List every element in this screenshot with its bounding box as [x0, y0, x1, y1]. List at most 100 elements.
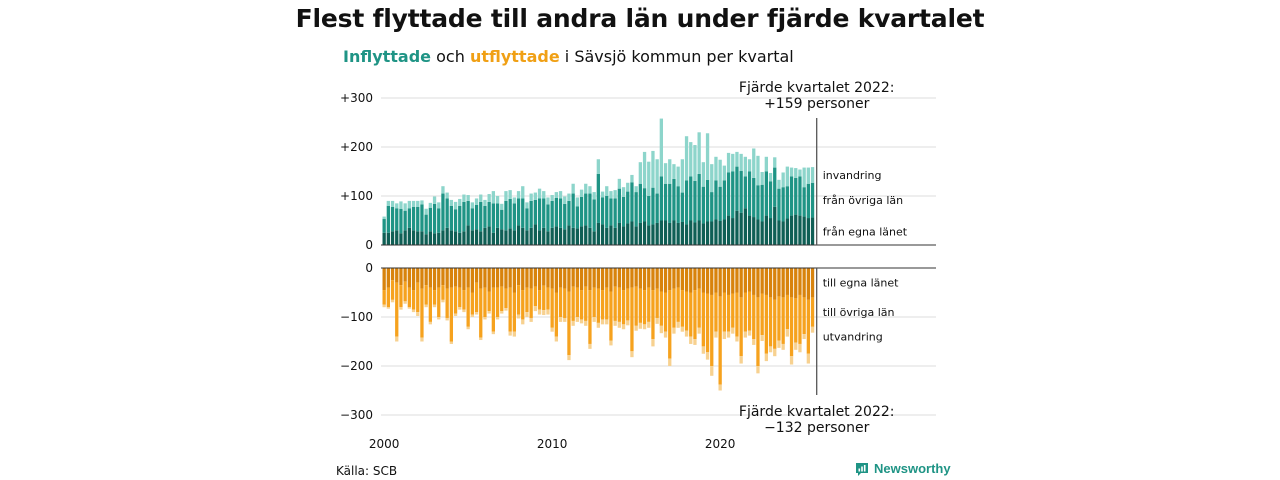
- inflow-bar-segment: [382, 232, 386, 245]
- outflow-bar-segment: [529, 288, 533, 318]
- outflow-bar-segment: [731, 327, 735, 334]
- outflow-bar-segment: [399, 285, 403, 308]
- inflow-bar-segment: [445, 192, 449, 199]
- outflow-bar-segment: [798, 294, 802, 344]
- inflow-bar-segment: [508, 190, 512, 199]
- inflow-bar-segment: [395, 203, 399, 209]
- inflow-bar-segment: [386, 200, 390, 206]
- outflow-bar-segment: [689, 268, 693, 293]
- inflow-bar-segment: [416, 231, 420, 245]
- inflow-bar-segment: [588, 193, 592, 228]
- outflow-bar-segment: [516, 285, 521, 315]
- outflow-bar-segment: [466, 326, 470, 330]
- inflow-bar-segment: [760, 184, 764, 222]
- outflow-bar-segment: [563, 268, 567, 289]
- outflow-bar-segment: [470, 268, 474, 293]
- inflow-bar-segment: [672, 164, 676, 179]
- outflow-bar-segment: [500, 268, 504, 287]
- inflow-bar-segment: [697, 220, 701, 245]
- inflow-bar-segment: [726, 215, 731, 245]
- inflow-bar-segment: [739, 212, 743, 245]
- outflow-bar-segment: [558, 287, 563, 317]
- inflow-bar-segment: [386, 205, 390, 233]
- inflow-bar-segment: [794, 177, 798, 215]
- inflow-bar-segment: [516, 198, 521, 226]
- outflow-bar-segment: [521, 290, 525, 320]
- inflow-bar-segment: [605, 227, 609, 245]
- inflow-bar-segment: [705, 133, 710, 180]
- outflow-bar-segment: [563, 317, 567, 322]
- inflow-bar-segment: [504, 191, 508, 201]
- inflow-bar-segment: [575, 228, 579, 245]
- outflow-bar-segment: [571, 268, 575, 287]
- outflow-bar-segment: [508, 268, 512, 288]
- outflow-bar-segment: [676, 321, 680, 328]
- inflow-bar-segment: [466, 225, 470, 245]
- outflow-bar-segment: [546, 287, 550, 310]
- outflow-bar-segment: [806, 268, 810, 300]
- outflow-bar-segment: [760, 268, 764, 294]
- inflow-bar-segment: [764, 215, 768, 245]
- outflow-bar-segment: [453, 313, 458, 317]
- y-tick-label-upper: 0: [365, 238, 373, 252]
- outflow-bar-segment: [416, 268, 420, 283]
- outflow-bar-segment: [558, 268, 563, 288]
- inflow-bar-segment: [512, 203, 516, 231]
- inflow-bar-segment: [500, 203, 504, 210]
- outflow-bar-segment: [424, 285, 428, 305]
- chart-subtitle: Inflyttade och utflyttade i Sävsjö kommu…: [343, 47, 794, 66]
- inflow-bar-segment: [516, 225, 521, 245]
- inflow-bar-segment: [453, 201, 458, 210]
- outflow-bar-segment: [739, 356, 743, 364]
- outflow-bar-segment: [697, 268, 701, 289]
- outflow-bar-segment: [521, 319, 525, 325]
- outflow-bar-segment: [445, 268, 449, 289]
- outflow-bar-segment: [747, 330, 752, 336]
- inflow-bar-segment: [474, 229, 479, 245]
- inflow-bar-segment: [735, 210, 739, 245]
- inflow-bar-segment: [504, 230, 508, 245]
- outflow-bar-segment: [798, 268, 802, 295]
- outflow-bar-segment: [575, 317, 579, 322]
- inflow-bar-segment: [567, 225, 571, 245]
- outflow-bar-segment: [416, 282, 420, 313]
- inflow-bar-segment: [449, 205, 453, 231]
- outflow-bar-segment: [773, 348, 777, 357]
- inflow-bar-segment: [500, 209, 504, 230]
- inflow-bar-segment: [752, 217, 756, 245]
- inflow-bar-segment: [470, 208, 474, 231]
- outflow-bar-segment: [533, 268, 537, 287]
- inflow-bar-segment: [710, 221, 714, 245]
- outflow-bar-segment: [470, 292, 474, 315]
- outflow-bar-segment: [714, 331, 718, 338]
- inflow-bar-segment: [542, 227, 546, 245]
- y-tick-label-lower: −100: [340, 310, 373, 324]
- outflow-bar-segment: [630, 287, 634, 352]
- inflow-bar-segment: [684, 136, 689, 181]
- outflow-bar-segment: [437, 317, 441, 320]
- outflow-bar-segment: [588, 343, 592, 349]
- outflow-bar-segment: [529, 268, 533, 289]
- inflow-bar-segment: [554, 197, 558, 227]
- outflow-bar-segment: [764, 294, 768, 354]
- inflow-bar-segment: [458, 198, 462, 206]
- outflow-bar-segment: [756, 366, 760, 374]
- newsworthy-logo: Newsworthy: [855, 461, 951, 476]
- inflow-bar-segment: [718, 159, 722, 187]
- outflow-bar-segment: [621, 290, 626, 325]
- outflow-bar-segment: [558, 317, 563, 322]
- inflow-bar-segment: [487, 194, 491, 202]
- outflow-bar-segment: [474, 268, 479, 283]
- inflow-bar-segment: [626, 191, 630, 224]
- outflow-bar-segment: [760, 293, 764, 336]
- outflow-bar-segment: [441, 268, 445, 286]
- inflow-bar-segment: [579, 196, 584, 227]
- inflow-bar-segment: [525, 208, 529, 231]
- inflow-bar-segment: [588, 186, 592, 194]
- outflow-bar-segment: [794, 298, 798, 343]
- outflow-bar-segment: [600, 268, 605, 291]
- inflow-bar-segment: [806, 167, 810, 184]
- inflow-bar-segment: [810, 182, 815, 218]
- outflow-bar-segment: [613, 268, 617, 287]
